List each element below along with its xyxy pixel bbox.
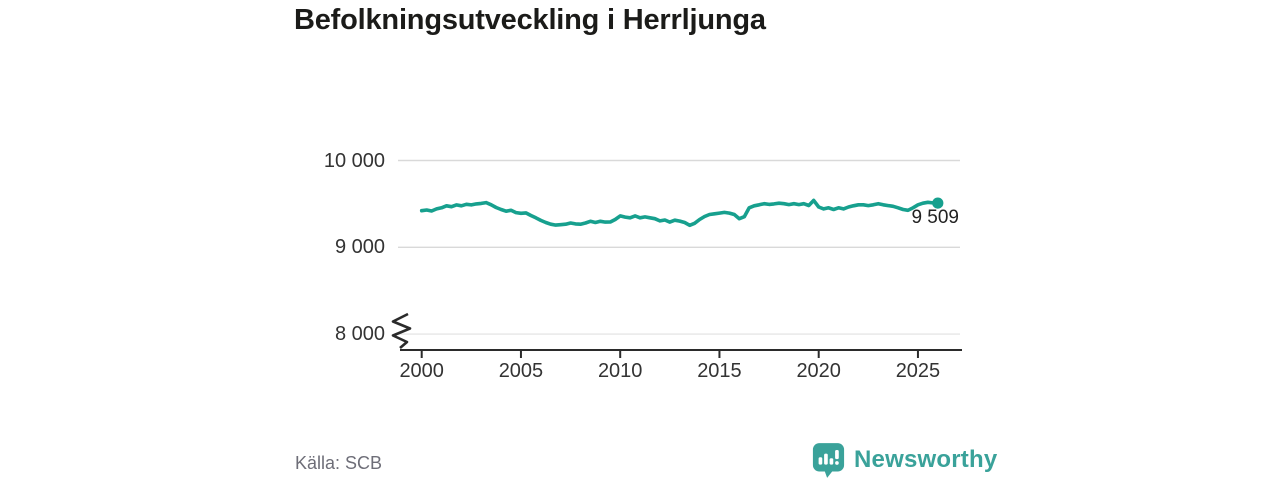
x-axis-tick-label: 2015 (697, 360, 742, 382)
end-point-dot (932, 197, 944, 209)
x-axis-tick-label: 2025 (895, 360, 941, 382)
bubble-shape (812, 442, 845, 478)
newsworthy-logo: Newsworthy (812, 441, 997, 479)
x-axis-tick-label: 2010 (597, 360, 643, 382)
y-axis-break-icon (391, 312, 412, 349)
y-axis-tick-label: 9 000 (334, 236, 385, 259)
x-axis-tick-label: 2005 (498, 360, 544, 382)
x-axis-tick-label: 2000 (399, 360, 444, 382)
chart-title: Befolkningsutveckling i Herrljunga (294, 4, 766, 36)
population-line-series (419, 198, 940, 228)
y-axis-tick-label: 8 000 (334, 323, 385, 346)
newsworthy-wordmark: Newsworthy (854, 446, 998, 473)
y-axis-tick-label: 10 000 (323, 149, 385, 172)
x-axis-tick-label: 2020 (796, 360, 841, 382)
bar-chart-bubble-icon (812, 442, 845, 479)
end-point-label: 9 509 (911, 207, 959, 228)
source-note: Källa: SCB (295, 453, 383, 473)
